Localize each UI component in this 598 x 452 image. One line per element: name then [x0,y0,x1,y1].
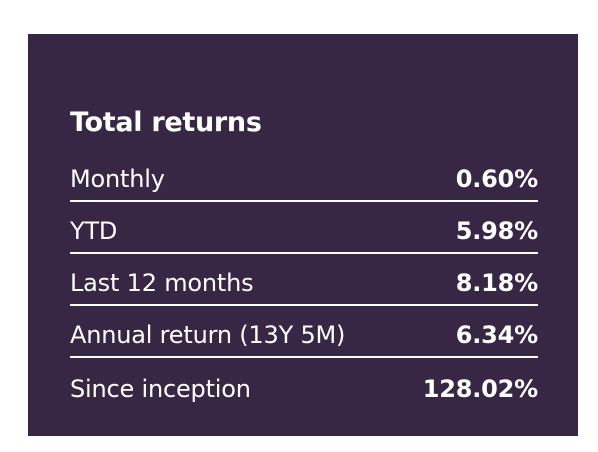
row-value: 5.98% [455,217,538,245]
row-value: 128.02% [422,375,538,403]
returns-row-monthly: Monthly 0.60% [70,150,538,202]
row-label: Annual return (13Y 5M) [70,321,346,349]
row-value: 0.60% [455,165,538,193]
row-label: YTD [70,217,118,245]
returns-row-last-12-months: Last 12 months 8.18% [70,254,538,306]
total-returns-card: Total returns Monthly 0.60% YTD 5.98% La… [28,34,578,436]
row-value: 6.34% [455,321,538,349]
returns-row-annual-return: Annual return (13Y 5M) 6.34% [70,306,538,358]
returns-list: Monthly 0.60% YTD 5.98% Last 12 months 8… [70,150,538,410]
row-label: Last 12 months [70,269,254,297]
card-title: Total returns [70,107,262,138]
row-value: 8.18% [455,269,538,297]
row-label: Since inception [70,375,251,403]
row-label: Monthly [70,165,165,193]
returns-row-since-inception: Since inception 128.02% [70,358,538,410]
returns-row-ytd: YTD 5.98% [70,202,538,254]
